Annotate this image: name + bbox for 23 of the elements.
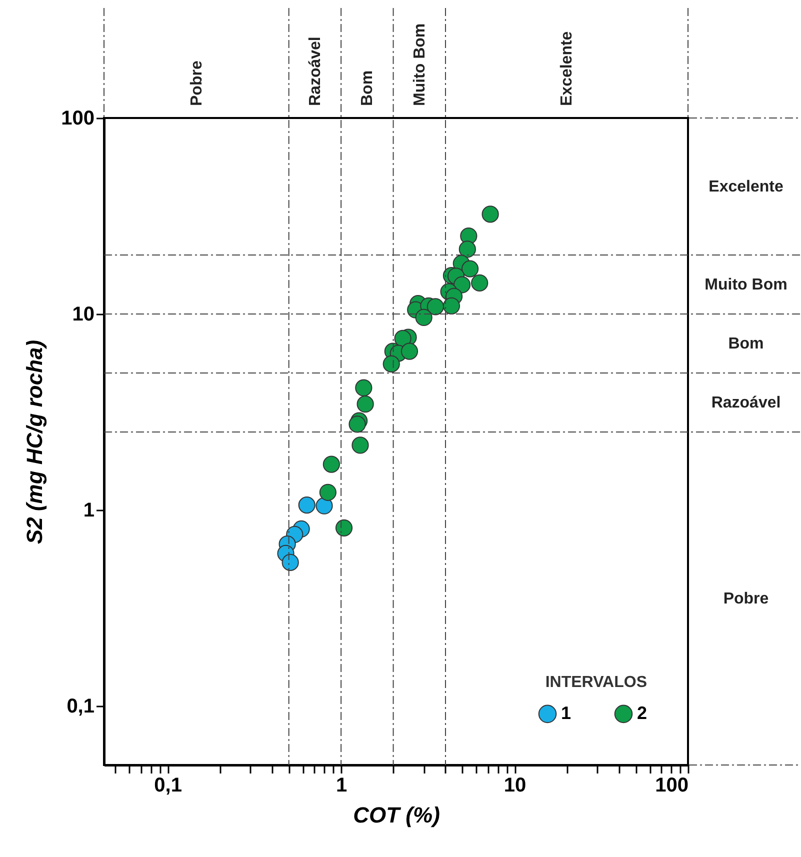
x-tick-label: 0,1	[154, 774, 182, 796]
y-tick-label: 1	[83, 500, 94, 522]
legend-label: 2	[637, 702, 648, 723]
text: Muito Bom	[704, 276, 788, 294]
y-tick-label: 0,1	[66, 696, 94, 718]
x-tick-label: 100	[655, 774, 688, 796]
text: Pobre	[188, 60, 206, 106]
text: Razoável	[306, 36, 324, 106]
text: Pobre	[723, 590, 769, 608]
text: Excelente	[708, 178, 784, 196]
x-tick-label: 1	[336, 774, 348, 796]
legend-title: INTERVALOS	[545, 674, 648, 691]
legend-label: 1	[561, 702, 572, 723]
text: Bom	[359, 70, 376, 106]
y-tick-label: 100	[61, 108, 94, 130]
y-tick-label: 10	[72, 304, 94, 326]
text: Excelente	[558, 31, 576, 106]
x-tick-label: 10	[504, 774, 526, 796]
x-axis-title: COT (%)	[353, 802, 440, 828]
text: Bom	[728, 336, 764, 352]
text: Razoável	[711, 394, 781, 412]
y-axis-title: S2 (mg HC/g rocha)	[22, 340, 48, 544]
text: Muito Bom	[411, 23, 428, 106]
